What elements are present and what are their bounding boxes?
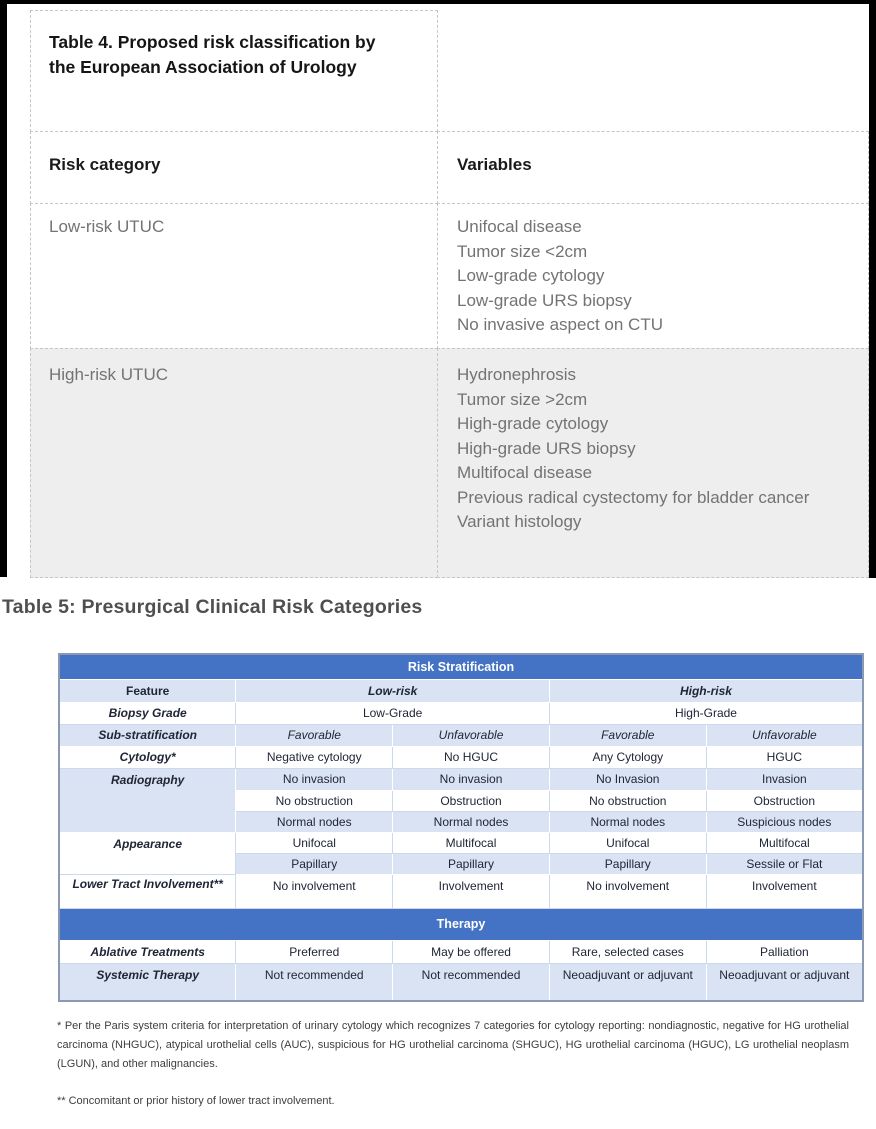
cell-ablative-low-fav: Preferred	[235, 939, 394, 964]
cell-appearance2-low-fav: Papillary	[235, 852, 394, 875]
cell-ablative-high-fav: Rare, selected cases	[548, 939, 707, 964]
variable-line: Low-grade cytology	[457, 266, 605, 285]
variable-line: Tumor size <2cm	[457, 241, 588, 261]
cell-radiography1-low-unfav: No invasion	[392, 767, 550, 791]
variable-line: Unifocal disease	[457, 217, 582, 236]
cell-lowertract-high-unfav: Involvement	[705, 873, 864, 909]
cell-radiography3-low-fav: Normal nodes	[235, 810, 394, 833]
cell-systemic-low-fav: Not recommended	[235, 962, 394, 1002]
footnote-paris-criteria: * Per the Paris system criteria for inte…	[57, 1020, 849, 1070]
footnote-lower-tract: ** Concomitant or prior history of lower…	[57, 1095, 335, 1107]
col-header-feature: Feature	[58, 678, 237, 703]
frame-top-bar	[0, 0, 876, 4]
cell-radiography2-high-fav: No obstruction	[548, 789, 707, 812]
cell-radiography3-high-fav: Normal nodes	[548, 810, 707, 833]
footnotes: * Per the Paris system criteria for inte…	[57, 1017, 849, 1129]
cell-radiography1-low-fav: No invasion	[235, 767, 394, 791]
cell-radiography2-low-fav: No obstruction	[235, 789, 394, 812]
variable-line: Previous radical cystectomy for bladder …	[457, 487, 810, 507]
table4-low-risk-category: Low-risk UTUC	[30, 203, 438, 349]
cell-appearance1-high-fav: Unifocal	[548, 831, 707, 854]
cell-cytology-low-fav: Negative cytology	[235, 745, 394, 769]
section-header-therapy: Therapy	[58, 907, 864, 941]
row-label-radiography: Radiography	[58, 767, 237, 833]
row-label-systemic-therapy: Systemic Therapy	[58, 962, 237, 1002]
variable-line: Hydronephrosis	[457, 365, 577, 384]
cell-systemic-high-unfav: Neoadjuvant or adjuvant	[705, 962, 864, 1002]
cell-radiography2-low-unfav: Obstruction	[392, 789, 550, 812]
col-header-low-risk: Low-risk	[235, 678, 550, 703]
row-label-lower-tract: Lower Tract Involvement**	[58, 873, 237, 909]
cell-radiography2-high-unfav: Obstruction	[705, 789, 864, 812]
row-label-sub-stratification: Sub-stratification	[58, 723, 237, 747]
cell-lowertract-low-fav: No involvement	[235, 873, 394, 909]
cell-cytology-low-unfav: No HGUC	[392, 745, 550, 769]
variable-line: Multifocal disease	[457, 463, 593, 482]
cell-lowertract-low-unfav: Involvement	[392, 873, 550, 909]
variable-line: High-grade cytology	[457, 414, 609, 433]
cell-substrat-low-fav: Favorable	[235, 723, 394, 747]
cell-appearance2-high-unfav: Sessile or Flat	[705, 852, 864, 875]
cell-appearance1-high-unfav: Multifocal	[705, 831, 864, 854]
variable-line: Variant histology	[457, 512, 582, 531]
variable-line: No invasive aspect on CTU	[457, 315, 663, 334]
cell-biopsy-low: Low-Grade	[235, 701, 550, 725]
cell-appearance2-low-unfav: Papillary	[392, 852, 550, 875]
frame-left-bar	[0, 0, 7, 577]
table4-header-risk-category: Risk category	[30, 131, 438, 204]
cell-substrat-high-fav: Favorable	[548, 723, 707, 747]
cell-substrat-low-unfav: Unfavorable	[392, 723, 550, 747]
variable-line: Tumor size >2cm	[457, 389, 588, 409]
row-label-cytology: Cytology*	[58, 745, 237, 769]
cell-lowertract-high-fav: No involvement	[548, 873, 707, 909]
cell-ablative-high-unfav: Palliation	[705, 939, 864, 964]
table4-high-risk-variables: Hydronephrosis Tumor size >2cm High-grad…	[437, 348, 869, 578]
frame-right-bar	[869, 0, 876, 578]
variable-line: High-grade URS biopsy	[457, 438, 636, 458]
row-label-ablative-treatments: Ablative Treatments	[58, 939, 237, 964]
cell-ablative-low-unfav: May be offered	[392, 939, 550, 964]
row-label-biopsy-grade: Biopsy Grade	[58, 701, 237, 725]
cell-appearance1-low-fav: Unifocal	[235, 831, 394, 854]
cell-cytology-high-fav: Any Cytology	[548, 745, 707, 769]
col-header-high-risk: High-risk	[548, 678, 864, 703]
table4-header-variables: Variables	[437, 131, 869, 204]
cell-radiography1-high-unfav: Invasion	[705, 767, 864, 791]
cell-systemic-low-unfav: Not recommended	[392, 962, 550, 1002]
table4-low-risk-variables: Unifocal disease Tumor size <2cm Low-gra…	[437, 203, 869, 349]
table4-high-risk-category: High-risk UTUC	[30, 348, 438, 578]
section-header-risk-stratification: Risk Stratification	[58, 653, 864, 680]
cell-radiography1-high-fav: No Invasion	[548, 767, 707, 791]
variable-line: Low-grade URS biopsy	[457, 290, 632, 310]
row-label-appearance: Appearance	[58, 831, 237, 875]
cell-cytology-high-unfav: HGUC	[705, 745, 864, 769]
cell-biopsy-high: High-Grade	[548, 701, 864, 725]
table5-heading: Table 5: Presurgical Clinical Risk Categ…	[2, 596, 423, 618]
cell-appearance1-low-unfav: Multifocal	[392, 831, 550, 854]
table5: Risk Stratification Feature Low-risk Hig…	[58, 653, 864, 1002]
cell-systemic-high-fav: Neoadjuvant or adjuvant	[548, 962, 707, 1002]
cell-appearance2-high-fav: Papillary	[548, 852, 707, 875]
cell-radiography3-low-unfav: Normal nodes	[392, 810, 550, 833]
table4-title: Table 4. Proposed risk classification by…	[30, 10, 438, 132]
cell-substrat-high-unfav: Unfavorable	[705, 723, 864, 747]
cell-radiography3-high-unfav: Suspicious nodes	[705, 810, 864, 833]
